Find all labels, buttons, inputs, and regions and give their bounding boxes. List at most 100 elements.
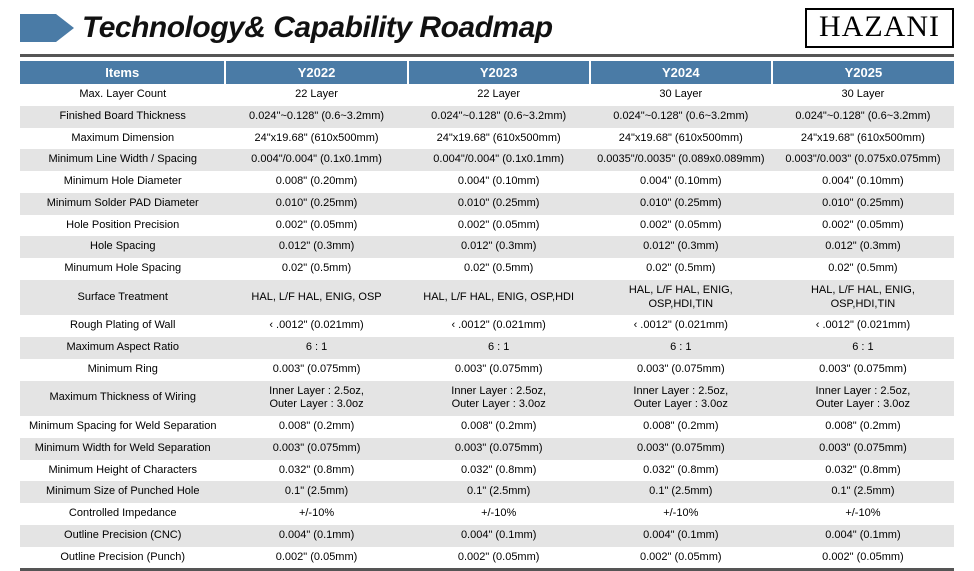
cell: 0.003" (0.075mm) [590, 359, 772, 381]
table-row: Rough Plating of Wall‹ .0012" (0.021mm)‹… [20, 315, 954, 337]
cell: 24"x19.68" (610x500mm) [408, 128, 590, 150]
cell: 30 Layer [590, 84, 772, 106]
cell: 0.024"~0.128" (0.6~3.2mm) [225, 106, 407, 128]
cell: 0.02" (0.5mm) [590, 258, 772, 280]
cell: 6 : 1 [772, 337, 954, 359]
cell: 0.012" (0.3mm) [590, 236, 772, 258]
table-row: Maximum Aspect Ratio6 : 16 : 16 : 16 : 1 [20, 337, 954, 359]
cell: +/-10% [772, 503, 954, 525]
cell: ‹ .0012" (0.021mm) [408, 315, 590, 337]
cell: 0.002" (0.05mm) [590, 547, 772, 569]
cell: 0.002" (0.05mm) [408, 215, 590, 237]
col-header-4: Y2025 [772, 61, 954, 84]
table-row: Minimum Size of Punched Hole 0.1" (2.5mm)… [20, 481, 954, 503]
row-label: Minimum Width for Weld Separation [20, 438, 225, 460]
cell: 0.1" (2.5mm) [590, 481, 772, 503]
table-row: Maximum Thickness of WiringInner Layer :… [20, 381, 954, 417]
cell: 22 Layer [225, 84, 407, 106]
page-header: Technology& Capability Roadmap HAZANI [0, 0, 974, 54]
cell: 0.003" (0.075mm) [772, 438, 954, 460]
col-header-2: Y2023 [408, 61, 590, 84]
row-label: Finished Board Thickness [20, 106, 225, 128]
cell: Inner Layer : 2.5oz,Outer Layer : 3.0oz [408, 381, 590, 417]
cell: 22 Layer [408, 84, 590, 106]
cell: 0.004" (0.10mm) [408, 171, 590, 193]
cell: 0.032" (0.8mm) [590, 460, 772, 482]
row-label: Minimum Size of Punched Hole [20, 481, 225, 503]
table-row: Max. Layer Count22 Layer22 Layer30 Layer… [20, 84, 954, 106]
table-row: Outline Precision (Punch)0.002" (0.05mm)… [20, 547, 954, 569]
cell: 0.008" (0.2mm) [225, 416, 407, 438]
table-row: Minimum Spacing for Weld Separation0.008… [20, 416, 954, 438]
row-label: Controlled Impedance [20, 503, 225, 525]
row-label: Minumum Hole Spacing [20, 258, 225, 280]
cell: HAL, L/F HAL, ENIG, OSP,HDI,TIN [772, 280, 954, 316]
cell: Inner Layer : 2.5oz,Outer Layer : 3.0oz [590, 381, 772, 417]
cell: 0.008" (0.2mm) [590, 416, 772, 438]
cell: 0.010" (0.25mm) [225, 193, 407, 215]
cell: 0.012" (0.3mm) [225, 236, 407, 258]
cell: 0.008" (0.20mm) [225, 171, 407, 193]
cell: 0.1" (2.5mm) [772, 481, 954, 503]
cell: 0.012" (0.3mm) [772, 236, 954, 258]
cell: 0.003"/0.003" (0.075x0.075mm) [772, 149, 954, 171]
cell: 0.003" (0.075mm) [225, 359, 407, 381]
cell: 0.010" (0.25mm) [590, 193, 772, 215]
row-label: Hole Position Precision [20, 215, 225, 237]
cell: 0.010" (0.25mm) [408, 193, 590, 215]
cell: 0.004" (0.10mm) [772, 171, 954, 193]
cell: 0.024"~0.128" (0.6~3.2mm) [772, 106, 954, 128]
cell: 0.008" (0.2mm) [408, 416, 590, 438]
cell: 0.032" (0.8mm) [225, 460, 407, 482]
col-header-3: Y2024 [590, 61, 772, 84]
page-title: Technology& Capability Roadmap [82, 11, 553, 45]
title-wrap: Technology& Capability Roadmap [20, 11, 553, 45]
table-row: Maximum Dimension 24"x19.68" (610x500mm) 2… [20, 128, 954, 150]
cell: +/-10% [590, 503, 772, 525]
table-body: Max. Layer Count22 Layer22 Layer30 Layer… [20, 84, 954, 568]
cell: 0.003" (0.075mm) [590, 438, 772, 460]
roadmap-table-wrap: ItemsY2022Y2023Y2024Y2025 Max. Layer Cou… [20, 61, 954, 568]
row-label: Hole Spacing [20, 236, 225, 258]
arrow-icon [20, 14, 74, 42]
cell: 0.002" (0.05mm) [225, 215, 407, 237]
cell: 0.004" (0.10mm) [590, 171, 772, 193]
cell: 0.002" (0.05mm) [225, 547, 407, 569]
cell: 0.032" (0.8mm) [408, 460, 590, 482]
row-label: Outline Precision (CNC) [20, 525, 225, 547]
cell: 30 Layer [772, 84, 954, 106]
row-label: Minimum Hole Diameter [20, 171, 225, 193]
cell: 0.003" (0.075mm) [772, 359, 954, 381]
cell: 0.004" (0.1mm) [408, 525, 590, 547]
cell: 0.010" (0.25mm) [772, 193, 954, 215]
table-row: Surface TreatmentHAL, L/F HAL, ENIG, OSP… [20, 280, 954, 316]
table-row: Finished Board Thickness0.024"~0.128" (0… [20, 106, 954, 128]
table-header: ItemsY2022Y2023Y2024Y2025 [20, 61, 954, 84]
row-label: Maximum Aspect Ratio [20, 337, 225, 359]
row-label: Maximum Dimension [20, 128, 225, 150]
row-label: Minimum Height of Characters [20, 460, 225, 482]
cell: 0.002" (0.05mm) [772, 547, 954, 569]
col-header-0: Items [20, 61, 225, 84]
row-label: Max. Layer Count [20, 84, 225, 106]
cell: 0.002" (0.05mm) [408, 547, 590, 569]
cell: 0.003" (0.075mm) [225, 438, 407, 460]
cell: 24"x19.68" (610x500mm) [772, 128, 954, 150]
cell: Inner Layer : 2.5oz,Outer Layer : 3.0oz [225, 381, 407, 417]
cell: 0.003" (0.075mm) [408, 359, 590, 381]
cell: 0.004"/0.004" (0.1x0.1mm) [408, 149, 590, 171]
cell: 6 : 1 [590, 337, 772, 359]
cell: 0.02" (0.5mm) [772, 258, 954, 280]
table-row: Minimum Height of Characters0.032" (0.8m… [20, 460, 954, 482]
row-label: Minimum Ring [20, 359, 225, 381]
table-row: Hole Spacing0.012" (0.3mm)0.012" (0.3mm)… [20, 236, 954, 258]
cell: +/-10% [408, 503, 590, 525]
cell: 0.032" (0.8mm) [772, 460, 954, 482]
table-row: Minimum Line Width / Spacing0.004"/0.004… [20, 149, 954, 171]
row-label: Maximum Thickness of Wiring [20, 381, 225, 417]
row-label: Minimum Spacing for Weld Separation [20, 416, 225, 438]
cell: 0.002" (0.05mm) [590, 215, 772, 237]
table-row: Minimum Width for Weld Separation0.003" … [20, 438, 954, 460]
table-row: Outline Precision (CNC)0.004" (0.1mm)0.0… [20, 525, 954, 547]
cell: 0.002" (0.05mm) [772, 215, 954, 237]
